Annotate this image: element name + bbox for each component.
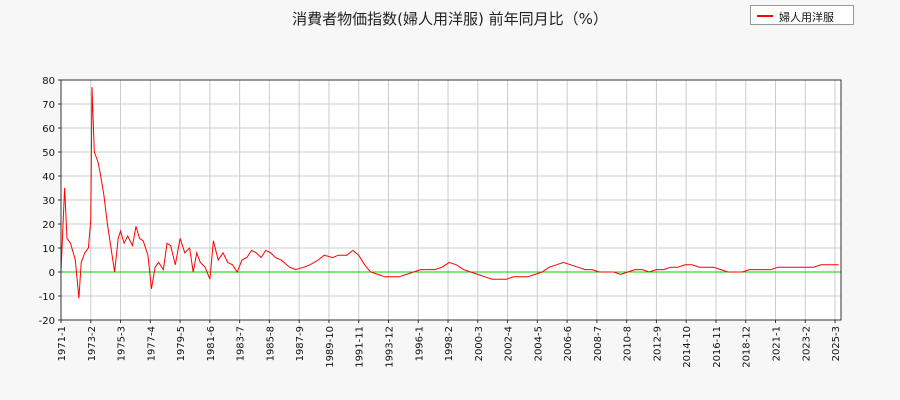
x-tick-label: 1979-5 (176, 326, 187, 361)
x-tick-label: 1991-11 (355, 326, 366, 368)
y-tick-label: 20 (42, 220, 55, 231)
x-tick-label: 1998-2 (444, 326, 455, 361)
legend-swatch (757, 15, 773, 17)
x-tick-label: 1983-7 (236, 326, 247, 361)
x-tick-label: 2023-2 (801, 326, 812, 361)
x-tick-label: 1985-8 (265, 326, 276, 361)
legend-label: 婦人用洋服 (779, 11, 834, 24)
y-tick-label: -20 (39, 316, 55, 327)
x-tick-label: 1977-4 (146, 326, 157, 361)
series-line-婦人用洋服 (60, 87, 839, 299)
x-tick-label: 2016-11 (712, 326, 723, 368)
x-tick-label: 2025-3 (831, 326, 842, 361)
x-tick-label: 2006-6 (563, 326, 574, 361)
x-tick-label: 1989-10 (325, 326, 336, 368)
y-tick-label: 30 (42, 196, 55, 207)
x-tick-label: 1981-6 (206, 326, 217, 361)
y-tick-label: 60 (42, 124, 55, 135)
y-tick-label: 40 (42, 172, 55, 183)
x-tick-label: 1973-2 (87, 326, 98, 361)
y-tick-label: -10 (39, 292, 55, 303)
y-tick-label: 10 (42, 244, 55, 255)
x-tick-label: 2000-3 (474, 326, 485, 361)
x-tick-label: 2021-1 (772, 326, 783, 361)
chart-title: 消費者物価指数(婦人用洋服) 前年同月比（%） (292, 10, 608, 28)
x-tick-label: 1987-9 (295, 326, 306, 361)
x-tick-label: 2012-9 (652, 326, 663, 361)
y-tick-label: 50 (42, 148, 55, 159)
x-tick-label: 1971-1 (57, 326, 68, 361)
y-axis: -20 -10 0 10 20 30 40 50 60 70 80 (39, 76, 61, 327)
x-tick-label: 2008-7 (593, 326, 604, 361)
x-tick-label: 2004-5 (533, 326, 544, 361)
y-tick-label: 70 (42, 100, 55, 111)
x-tick-label: 1996-1 (414, 326, 425, 361)
y-tick-label: 0 (49, 268, 55, 279)
x-tick-label: 2010-8 (623, 326, 634, 361)
x-tick-label: 1975-3 (117, 326, 128, 361)
legend: 婦人用洋服 (750, 5, 854, 25)
x-tick-label: 2002-4 (504, 326, 515, 361)
x-tick-label: 2014-10 (682, 326, 693, 368)
x-tick-label: 2018-12 (742, 326, 753, 368)
x-tick-label: 1993-12 (384, 326, 395, 368)
y-tick-label: 80 (42, 76, 55, 87)
x-axis: 1971-1 1973-2 1975-3 1977-4 1979-5 1981-6 1983… (57, 320, 842, 368)
